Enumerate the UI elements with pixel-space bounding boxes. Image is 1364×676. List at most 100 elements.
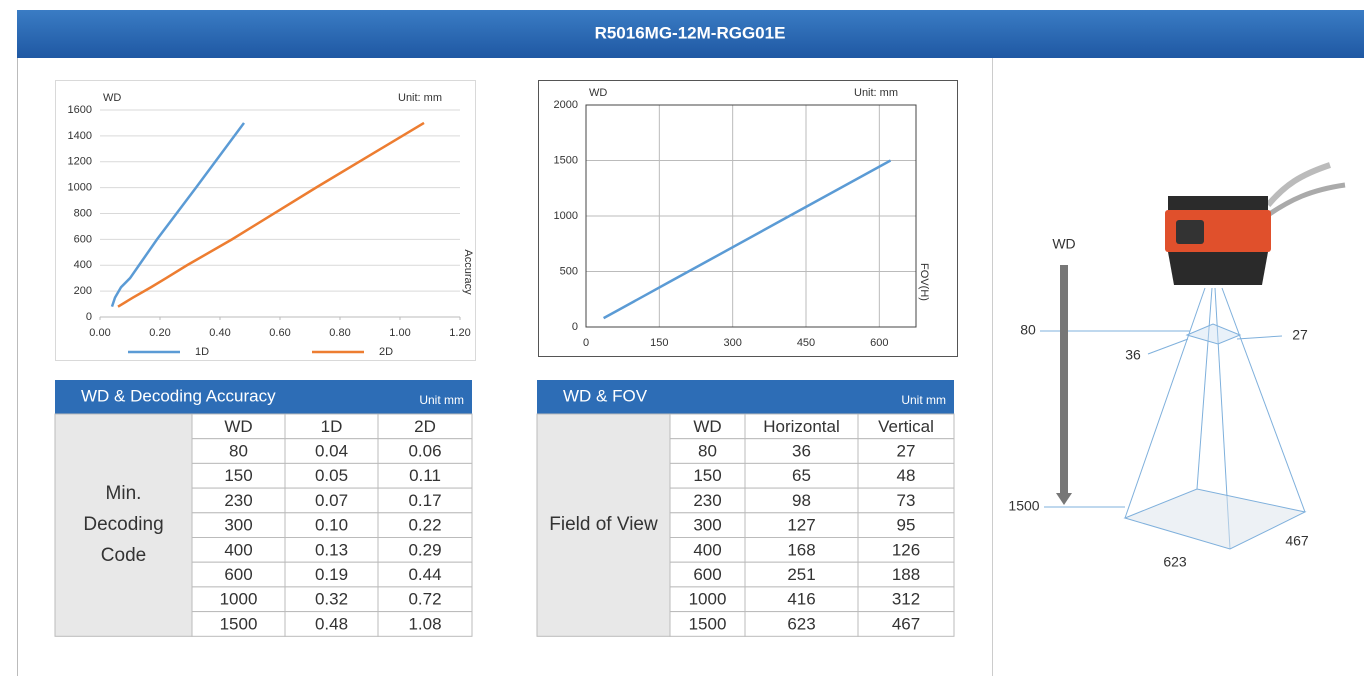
cell-text: 0.44 [408,565,441,584]
wd-label: WD [1052,236,1075,252]
table-title: WD & Decoding Accuracy [81,386,276,405]
x-tick-label: 1.20 [449,327,470,339]
cell-text: 0.32 [315,590,348,609]
cell-text: 600 [693,565,721,584]
far-h: 623 [1163,554,1187,570]
near-v: 27 [1292,327,1308,343]
leader [1237,336,1282,339]
x-tick-label: 450 [797,337,815,349]
x-tick-label: 0.80 [329,327,350,339]
y-tick-label: 2000 [554,99,578,111]
legend-label: 2D [379,346,393,358]
near-h: 36 [1125,347,1141,363]
cell-text: 400 [224,540,252,559]
y-tick-label: 0 [86,311,92,323]
y-tick-label: 400 [74,259,92,271]
cell-text: 0.11 [409,466,441,485]
y-axis-label: WD [103,92,121,104]
cell-text: 150 [693,466,721,485]
cell-text: 0.17 [408,491,441,510]
y-axis-label: WD [589,87,607,99]
cell-text: 0.29 [408,540,441,559]
camera-panel [1176,220,1204,244]
cell-text: 2D [414,417,436,436]
cell-text: 126 [892,540,920,559]
cell-text: 400 [693,540,721,559]
cell-text: 0.72 [408,590,441,609]
cell-text: 65 [792,466,811,485]
header-title: R5016MG-12M-RGG01E [595,23,786,42]
legend-label: 1D [195,346,209,358]
row-group-label: Min. [106,483,142,504]
y-tick-label: 800 [74,207,92,219]
cell-text: WD [693,417,721,436]
chart-frame [539,81,958,357]
cell-text: 127 [787,516,815,535]
fov-edge [1125,288,1205,518]
cell-text: 0.07 [315,491,348,510]
cell-text: 251 [787,565,815,584]
camera-base [1168,252,1268,285]
cell-text: 0.22 [408,516,441,535]
near-plane [1187,324,1240,344]
cell-text: 416 [787,590,815,609]
row-group-label: Code [101,545,146,566]
cell-text: 623 [787,614,815,633]
cell-text: WD [224,417,252,436]
y-tick-label: 600 [74,233,92,245]
cell-text: 73 [897,491,916,510]
cell-text: Horizontal [763,417,840,436]
cell-text: 98 [792,491,811,510]
cell-text: 80 [229,442,248,461]
cell-text: 1500 [689,614,727,633]
cell-text: 36 [792,442,811,461]
page: R5016MG-12M-RGG01E WD 80 36 27 1500 623 [0,0,1364,676]
cell-text: Vertical [878,417,934,436]
row-group-label: Decoding [83,514,163,535]
y-tick-label: 1400 [68,130,92,142]
unit-label: Unit: mm [854,87,898,99]
unit-label: Unit: mm [398,92,442,104]
cell-text: 0.05 [315,466,348,485]
fov-edge [1222,288,1305,512]
row-group-label: Field of View [549,514,658,535]
cell-text: 27 [897,442,916,461]
x-tick-label: 0.00 [89,327,110,339]
y-tick-label: 0 [572,321,578,333]
cell-text: 0.04 [315,442,348,461]
cell-text: 150 [224,466,252,485]
table-unit: Unit mm [901,393,946,407]
cell-text: 80 [698,442,717,461]
x-tick-label: 0.60 [269,327,290,339]
cell-text: 600 [224,565,252,584]
near-wd: 80 [1020,322,1036,338]
x-tick-label: 1.00 [389,327,410,339]
cell-text: 300 [224,516,252,535]
x-tick-label: 0 [583,337,589,349]
y-tick-label: 1200 [68,156,92,168]
x-tick-label: 0.20 [149,327,170,339]
cell-text: 1500 [220,614,258,633]
table-title: WD & FOV [563,386,648,405]
wd-arrow-head [1056,493,1072,505]
far-v: 467 [1285,533,1309,549]
y-tick-label: 1500 [554,154,578,166]
cell-text: 0.13 [315,540,348,559]
cell-text: 300 [693,516,721,535]
x-axis-label: FOV(H) [918,263,930,301]
table-unit: Unit mm [419,393,464,407]
cell-text: 168 [787,540,815,559]
chart-frame [56,81,476,361]
x-tick-label: 0.40 [209,327,230,339]
y-tick-label: 1600 [68,104,92,116]
far-wd: 1500 [1008,498,1039,514]
y-tick-label: 500 [560,265,578,277]
fov-edge [1197,288,1212,489]
cell-text: 0.48 [315,614,348,633]
x-tick-label: 600 [870,337,888,349]
cell-text: 467 [892,614,920,633]
x-tick-label: 300 [723,337,741,349]
fov-diagram: WD 80 36 27 1500 623 467 [1008,165,1345,570]
cell-text: 1000 [689,590,727,609]
y-tick-label: 200 [74,285,92,297]
